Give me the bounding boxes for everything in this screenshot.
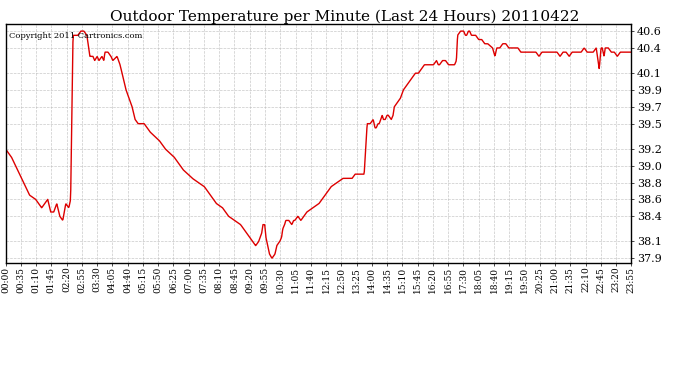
Text: Copyright 2011 Cartronics.com: Copyright 2011 Cartronics.com [9,32,142,39]
Text: Outdoor Temperature per Minute (Last 24 Hours) 20110422: Outdoor Temperature per Minute (Last 24 … [110,9,580,24]
